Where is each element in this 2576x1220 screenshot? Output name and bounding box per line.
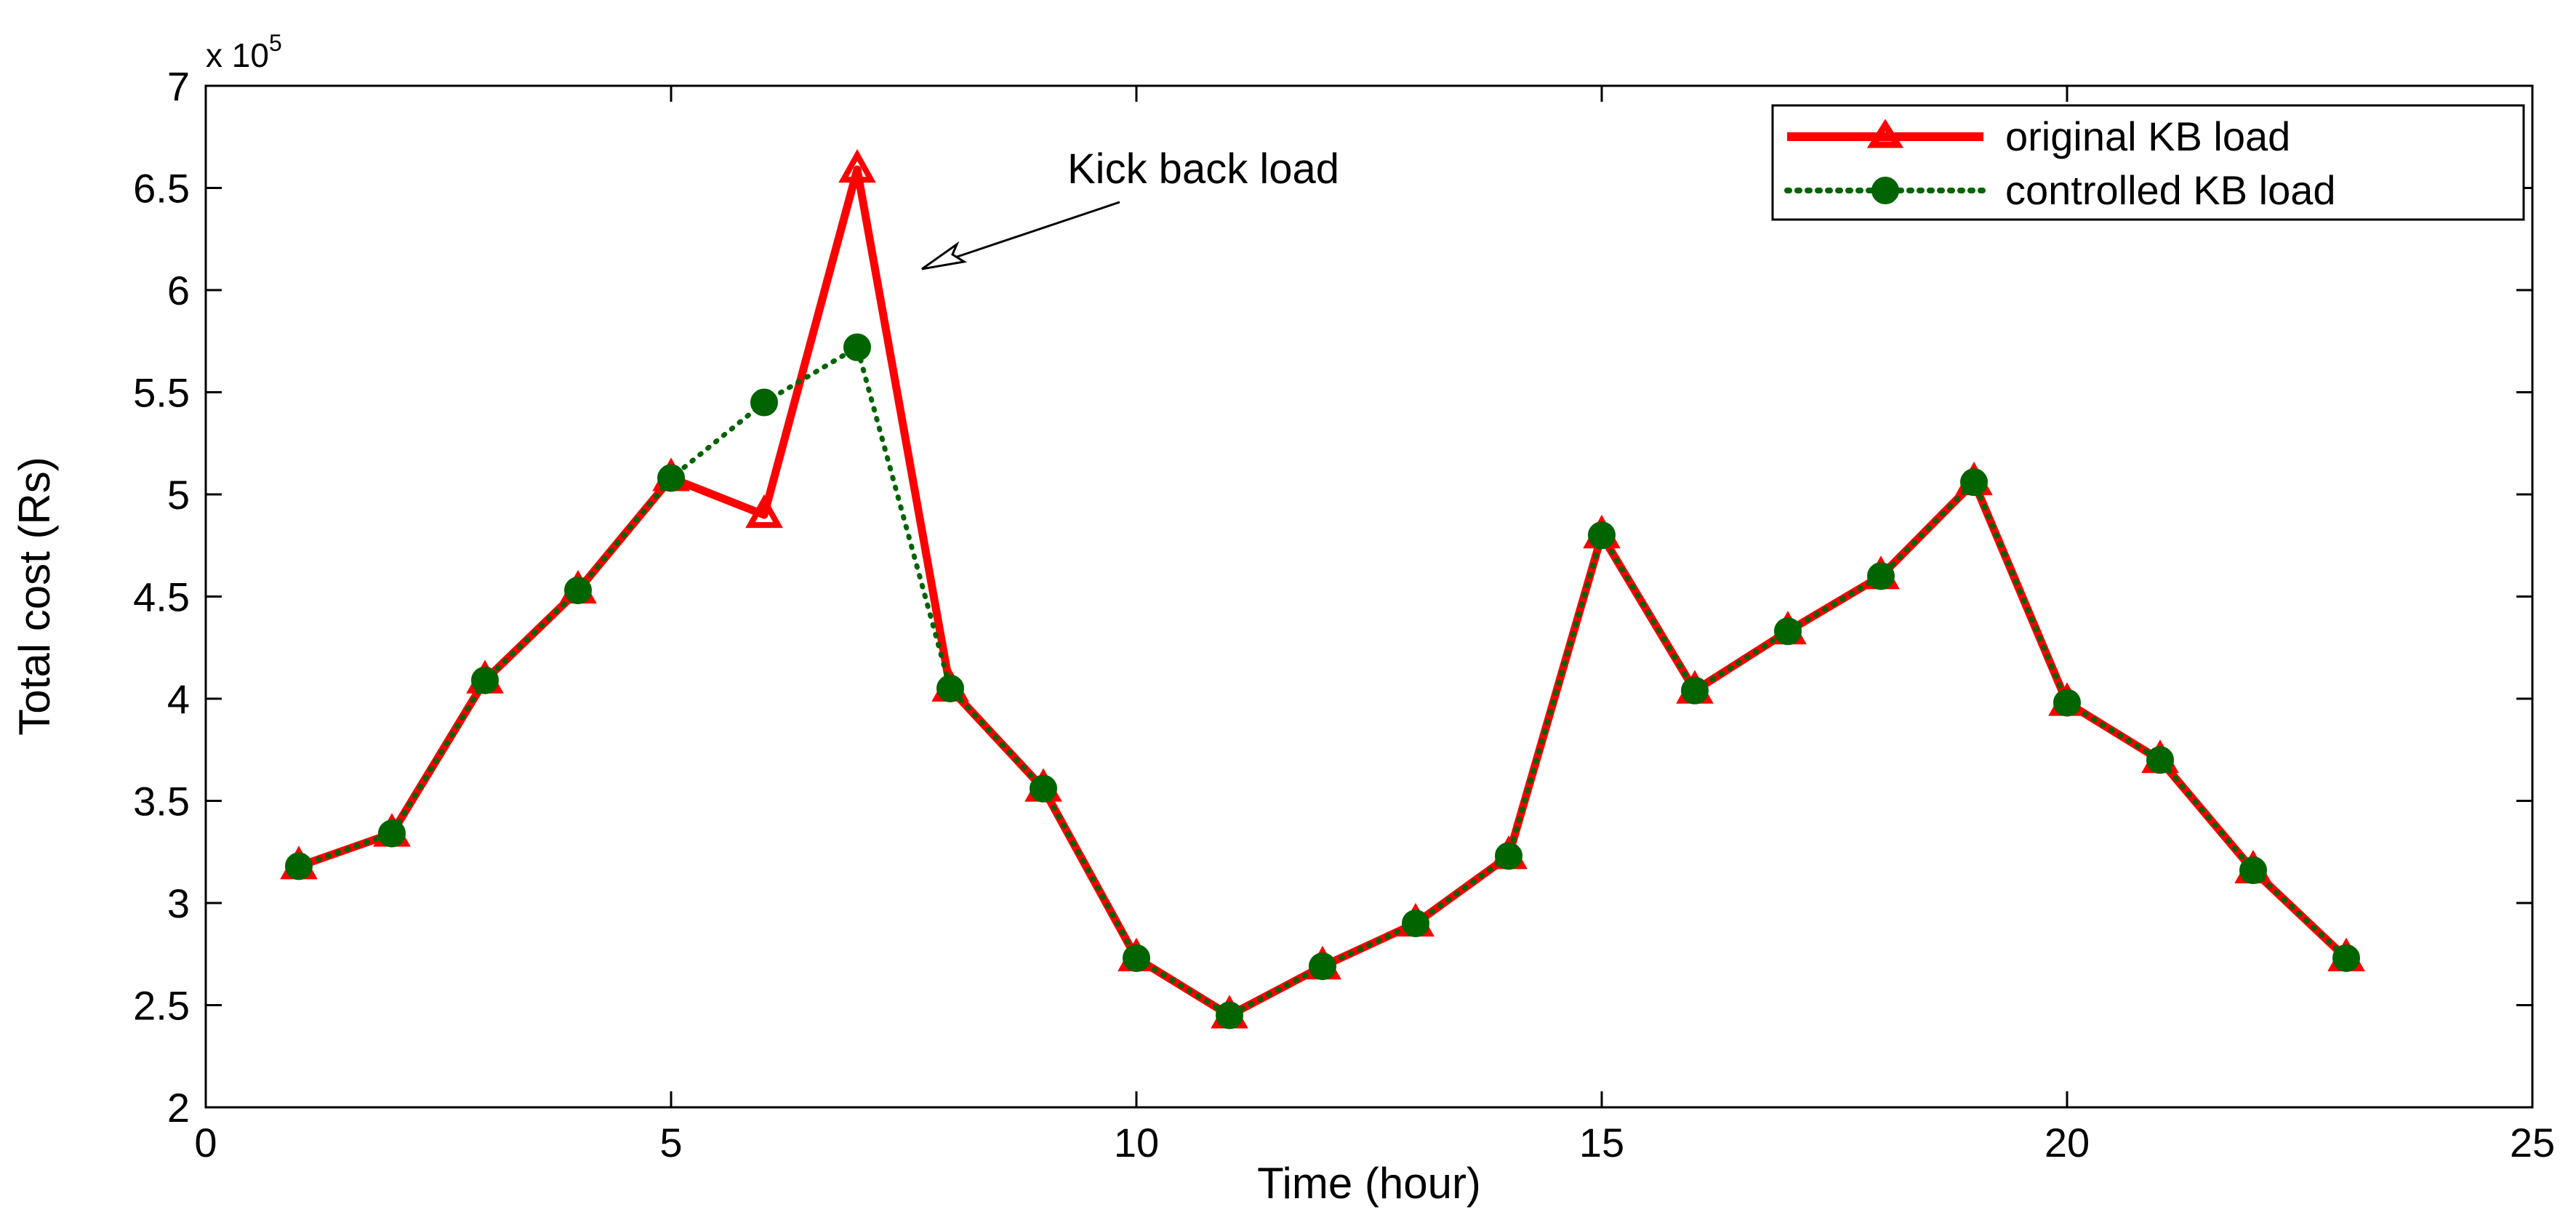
y-tick-label: 4 [167,676,190,722]
data-point-marker [2146,746,2174,774]
data-point-marker [1030,774,1057,803]
y-axis-ticks: 2 2.5 3 3.5 4 4.5 5 5.5 6 6.5 7 [133,63,2532,1131]
data-point-marker [471,666,499,694]
data-point-marker [2053,689,2081,717]
y-tick-label: 7 [167,63,190,109]
data-point-marker [285,852,313,880]
data-point-marker [745,494,783,529]
data-point-marker [1588,521,1616,550]
y-tick-label: 2.5 [133,983,190,1029]
y-tick-label: 5 [167,472,190,518]
y-tick-label: 2 [167,1085,190,1131]
legend-entry-controlled: controlled KB load [1784,167,2336,213]
annotation-arrow [921,201,1120,270]
series-controlled [285,333,2360,1030]
legend-box [1771,104,2525,221]
data-point-marker [1960,468,1988,497]
x-axis-label: Time (hour) [1257,1159,1481,1208]
data-point-marker [1867,562,1895,590]
series-layer [280,149,2365,1030]
y-tick-label: 5.5 [133,370,190,416]
y-tick-label: 3 [167,880,190,926]
x-tick-label: 5 [659,1120,682,1165]
legend-label-controlled: controlled KB load [2005,167,2336,213]
y-tick-label: 6 [167,268,190,313]
x-tick-label: 20 [2045,1120,2090,1165]
annotation-text: Kick back load [1067,145,1339,193]
legend-marker-controlled [1871,177,1899,204]
data-point-marker [838,149,876,183]
y-tick-label: 6.5 [133,166,190,212]
data-point-marker [1774,617,1802,646]
data-point-marker [1402,910,1429,938]
y-tick-label: 4.5 [133,574,190,620]
legend-label-original: original KB load [2005,113,2290,159]
x-axis-ticks: 0 5 10 15 20 25 [194,86,2555,1165]
y-exponent-label: x 105 [206,30,282,74]
data-point-marker [843,333,871,361]
legend-marker-original [1866,119,1904,148]
y-exponent-base: x 10 [206,36,269,74]
x-tick-label: 10 [1114,1120,1159,1165]
plot-area [204,84,2534,1109]
data-point-marker [1309,952,1336,981]
data-point-marker [1123,944,1150,972]
data-point-marker [564,577,592,605]
data-point-marker [378,819,406,848]
x-tick-label: 25 [2510,1120,2555,1165]
data-point-marker [1495,842,1522,870]
data-point-marker [657,464,685,492]
y-exponent-power: 5 [269,30,282,56]
data-point-marker [1216,1001,1243,1030]
x-tick-label: 15 [1579,1120,1624,1165]
data-point-marker [1681,676,1709,705]
legend: original KB load controlled KB load [1771,104,2525,221]
y-tick-label: 3.5 [133,779,190,824]
data-point-marker [2239,856,2267,885]
data-point-marker [936,674,964,702]
data-point-marker [2332,944,2360,972]
y-axis-label: Total cost (Rs) [10,457,59,735]
x-tick-label: 0 [194,1120,217,1165]
data-point-marker [750,388,778,417]
plot-frame [204,84,2534,1109]
legend-entry-original: original KB load [1787,113,2290,159]
